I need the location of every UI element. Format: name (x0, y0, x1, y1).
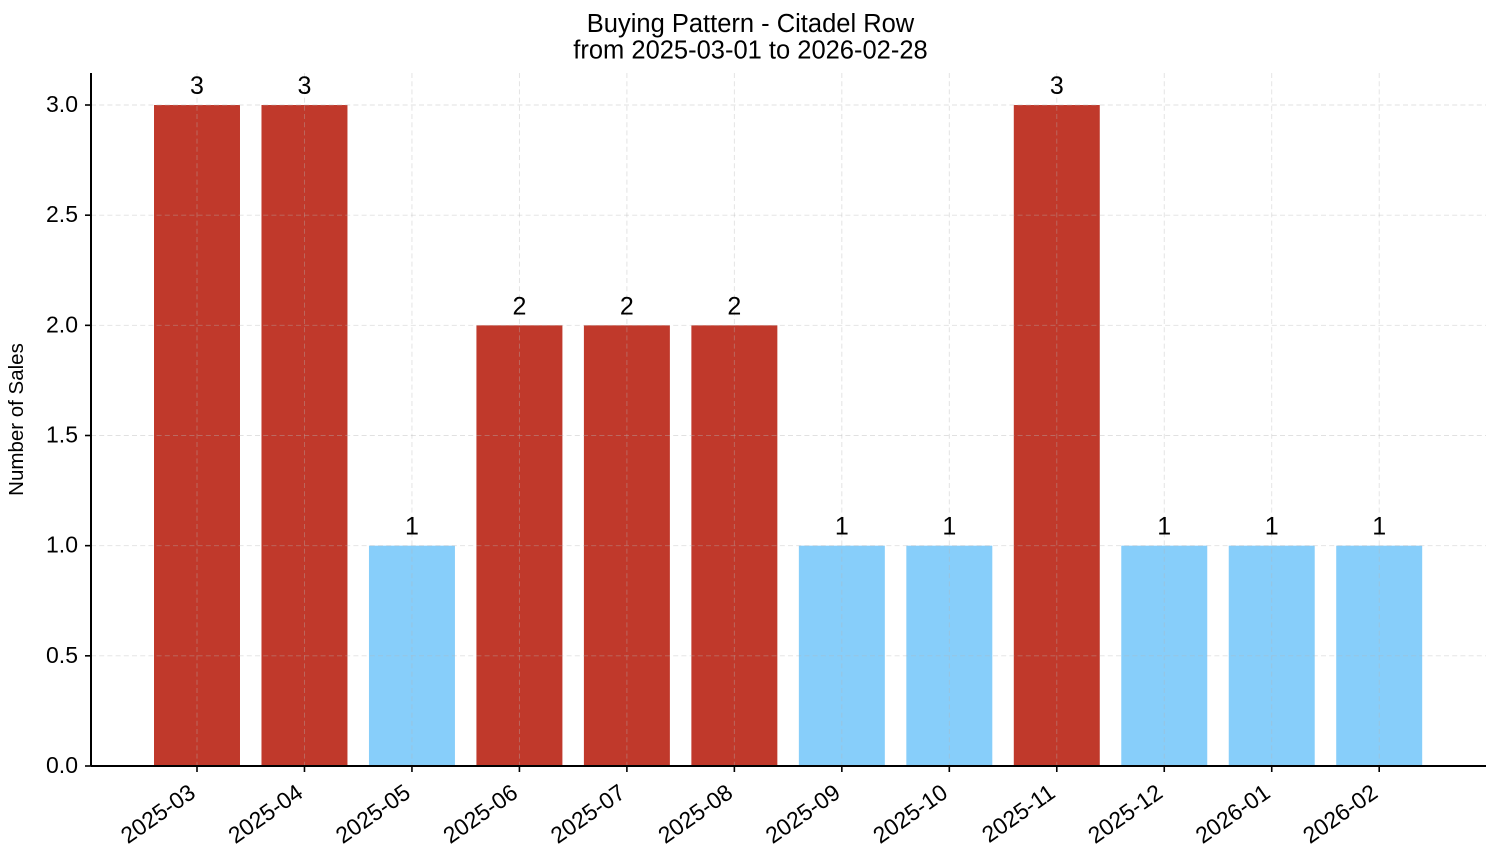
svg-text:2: 2 (512, 292, 526, 320)
svg-text:2: 2 (727, 292, 741, 320)
svg-text:1: 1 (942, 513, 956, 541)
svg-text:0.5: 0.5 (46, 642, 78, 668)
svg-text:0.0: 0.0 (46, 752, 78, 778)
svg-text:Number of Sales: Number of Sales (5, 343, 28, 496)
svg-text:1: 1 (1372, 513, 1386, 541)
svg-text:2: 2 (620, 292, 634, 320)
svg-text:3: 3 (190, 72, 204, 100)
svg-text:from 2025-03-01 to 2026-02-28: from 2025-03-01 to 2026-02-28 (573, 37, 927, 65)
svg-text:1.0: 1.0 (46, 532, 78, 558)
svg-text:1: 1 (405, 513, 419, 541)
svg-text:1: 1 (835, 513, 849, 541)
svg-text:2.5: 2.5 (46, 201, 78, 227)
svg-text:Buying Pattern - Citadel Row: Buying Pattern - Citadel Row (587, 10, 915, 38)
svg-text:1.5: 1.5 (46, 422, 78, 448)
svg-text:3.0: 3.0 (46, 91, 78, 117)
svg-text:3: 3 (298, 72, 312, 100)
svg-text:1: 1 (1265, 513, 1279, 541)
svg-text:2.0: 2.0 (46, 311, 78, 337)
svg-text:1: 1 (1157, 513, 1171, 541)
svg-text:3: 3 (1050, 72, 1064, 100)
